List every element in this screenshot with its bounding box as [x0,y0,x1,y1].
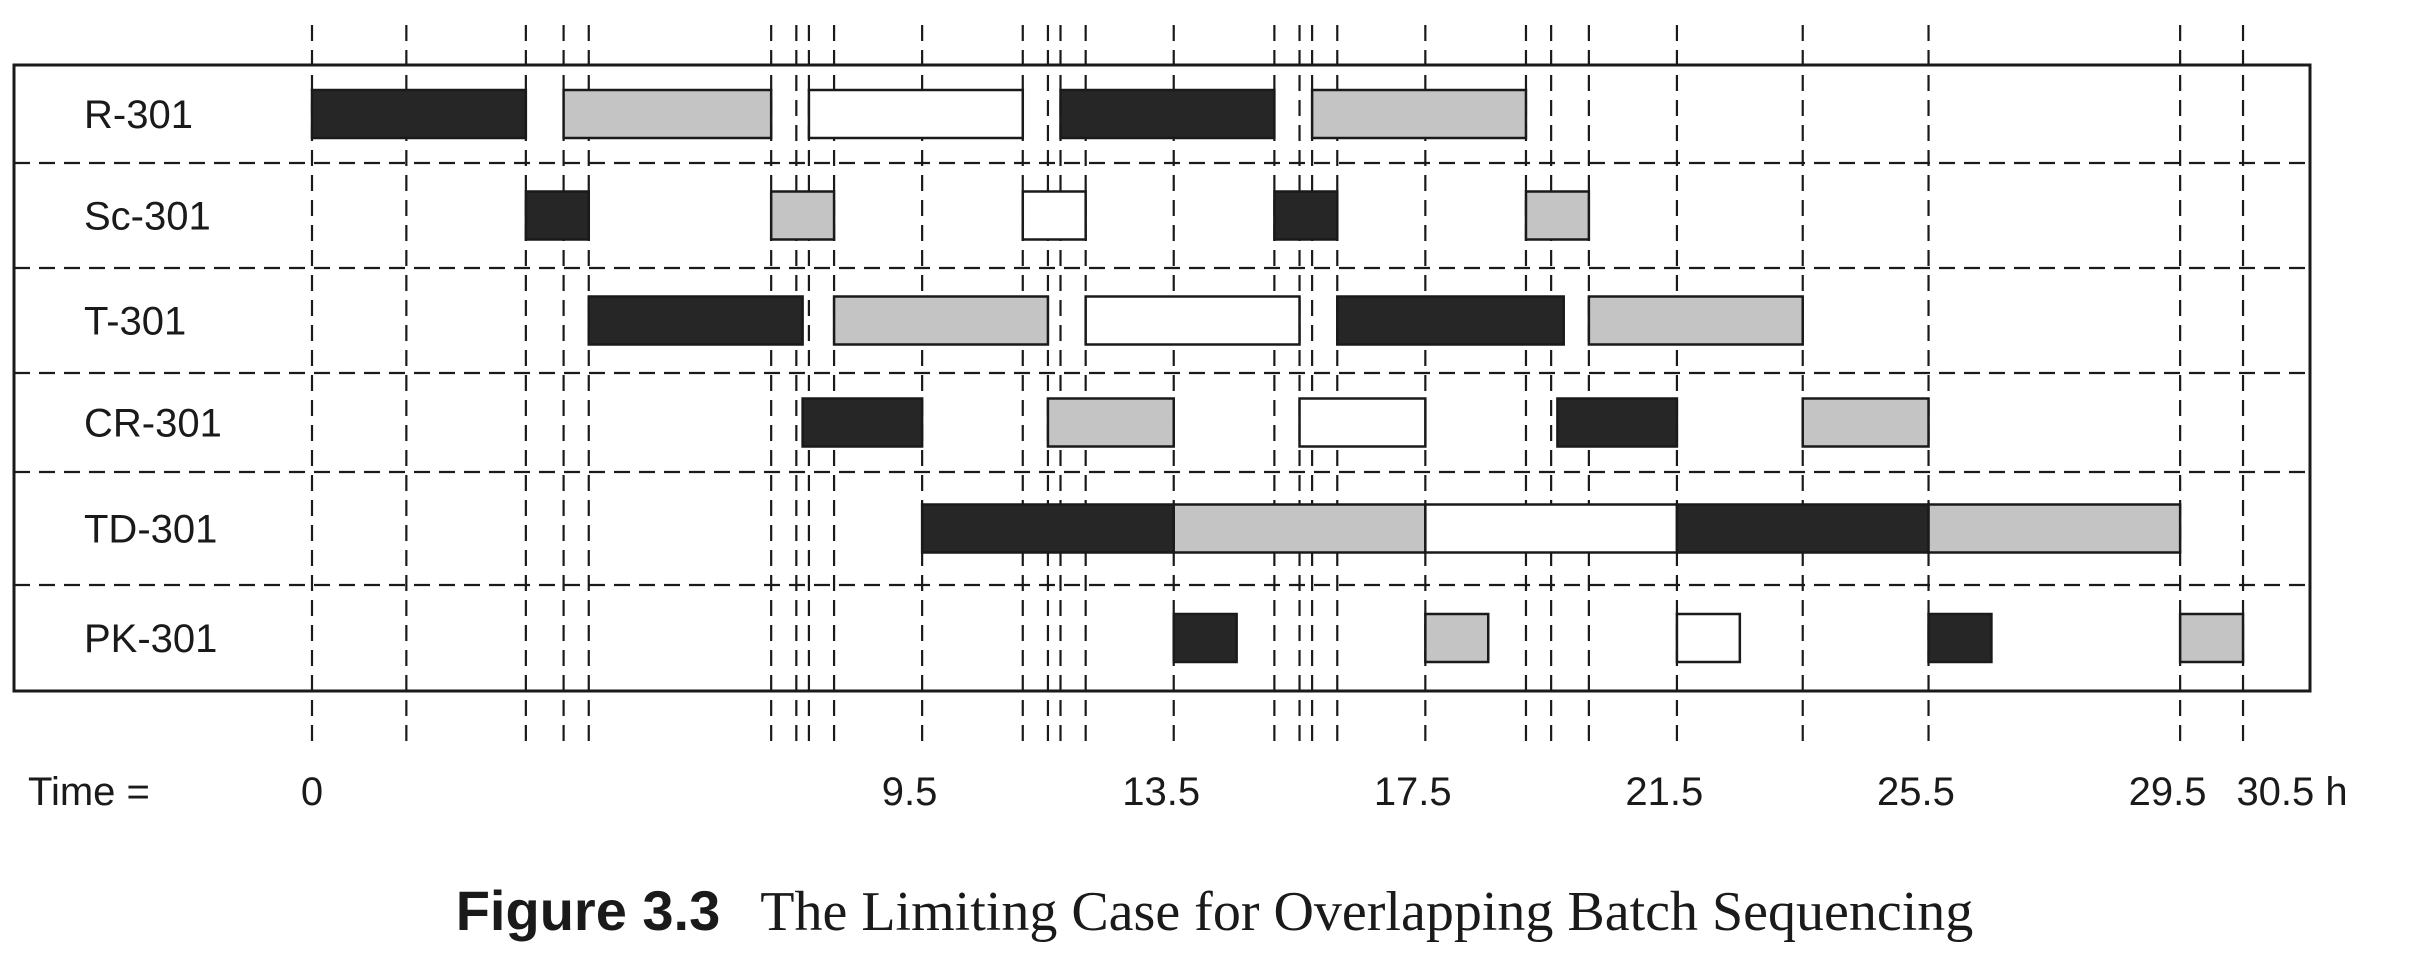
bar-cr-301-dark-15 [801,397,924,448]
bar-td-301-dark-23 [1675,503,1930,554]
unit-label-td-301: TD-301 [84,508,217,552]
bar-sc-301-light-6 [769,190,836,241]
gantt-chart: R-301 Sc-301 T-301 CR-301 TD-301 PK-301 Time … [12,25,2348,814]
bar-t-301-white-12 [1084,295,1301,346]
tick-label-4: 21.5 [1625,770,1703,814]
time-axis-label: Time = [28,770,150,814]
bar-pk-301-light-26 [1424,612,1490,664]
bar-r-301-dark-0 [310,88,528,140]
bar-t-301-light-14 [1587,295,1804,346]
tick-label-6: 29.5 [2129,770,2207,814]
row-separators [14,161,2310,587]
unit-label-pk-301: PK-301 [84,617,217,661]
event-gridlines [310,25,2245,748]
bar-sc-301-white-7 [1021,190,1087,241]
tick-label-3: 17.5 [1374,770,1452,814]
bar-pk-301-dark-28 [1927,612,1993,664]
bar-cr-301-dark-18 [1556,397,1679,448]
batch-bars [310,88,2245,664]
tick-label-5: 25.5 [1877,770,1955,814]
bar-td-301-light-21 [1172,503,1427,554]
unit-labels: R-301 Sc-301 T-301 CR-301 TD-301 PK-301 [84,93,222,661]
bar-pk-301-light-29 [2178,612,2245,664]
caption-text: The Limiting Case for Overlapping Batch … [760,881,1974,943]
tick-label-1: 9.5 [882,770,938,814]
bar-td-301-light-24 [1927,503,2182,554]
bar-td-301-white-22 [1424,503,1679,554]
bar-r-301-light-4 [1310,88,1528,140]
unit-label-r-301: R-301 [84,93,193,137]
bar-t-301-dark-10 [587,295,804,346]
bar-cr-301-light-16 [1046,397,1175,448]
bar-td-301-dark-20 [920,503,1175,554]
figure-number: Figure 3.3 [455,879,721,942]
time-axis: Time = 0 9.5 13.5 17.5 21.5 25.5 29.5 30.5 h [28,770,2348,814]
bar-sc-301-dark-8 [1273,190,1339,241]
unit-label-cr-301: CR-301 [84,402,222,446]
bar-pk-301-dark-25 [1172,612,1238,664]
bar-cr-301-white-17 [1298,397,1427,448]
bar-r-301-light-1 [562,88,773,140]
bar-t-301-dark-13 [1336,295,1565,346]
unit-label-t-301: T-301 [84,300,186,344]
bar-r-301-dark-3 [1059,88,1276,140]
figure-caption: Figure 3.3 The Limiting Case for Overlapp… [0,878,2429,944]
tick-label-7: 30.5 h [2236,770,2347,814]
bar-sc-301-light-9 [1524,190,1591,241]
unit-label-sc-301: Sc-301 [84,195,211,239]
bar-sc-301-dark-5 [524,190,591,241]
bar-cr-301-light-19 [1801,397,1930,448]
bar-t-301-light-11 [832,295,1050,346]
tick-label-2: 13.5 [1122,770,1200,814]
tick-label-0: 0 [301,770,323,814]
bar-r-301-white-2 [807,88,1025,140]
bar-pk-301-white-27 [1675,612,1742,664]
chart-frame [12,63,2312,693]
